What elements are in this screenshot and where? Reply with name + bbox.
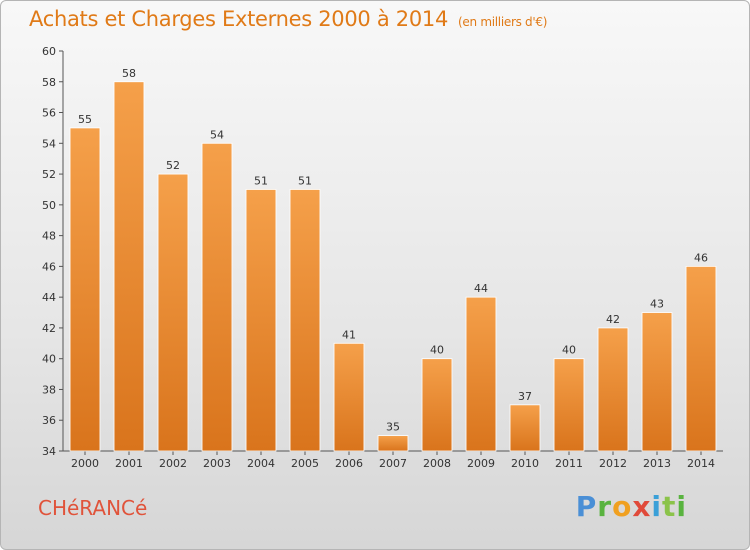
bar bbox=[641, 312, 673, 452]
bar bbox=[509, 404, 541, 452]
x-tick-label: 2003 bbox=[203, 457, 231, 470]
bar bbox=[377, 435, 409, 452]
brand-logo: Proxiti bbox=[576, 490, 687, 523]
y-tick-label: 46 bbox=[42, 260, 56, 273]
y-tick-label: 50 bbox=[42, 199, 56, 212]
bar bbox=[245, 189, 277, 452]
brand-letter: i bbox=[676, 490, 687, 523]
brand-letter: x bbox=[632, 490, 652, 523]
bar-value-label: 54 bbox=[210, 128, 224, 141]
brand-letter: r bbox=[597, 490, 613, 523]
bar-value-label: 40 bbox=[562, 344, 576, 357]
bar-value-label: 58 bbox=[122, 67, 136, 80]
bar bbox=[333, 342, 365, 452]
brand-letter: t bbox=[662, 490, 677, 523]
brand-letter: i bbox=[651, 490, 662, 523]
y-tick-label: 52 bbox=[42, 168, 56, 181]
bar bbox=[201, 142, 233, 452]
bar bbox=[69, 127, 101, 452]
x-tick-label: 2002 bbox=[159, 457, 187, 470]
y-tick-label: 56 bbox=[42, 107, 56, 120]
bar-value-label: 55 bbox=[78, 113, 92, 126]
x-tick-label: 2000 bbox=[71, 457, 99, 470]
bar-value-label: 51 bbox=[254, 174, 268, 187]
commune-name: CHéRANCé bbox=[38, 496, 148, 520]
y-tick-label: 60 bbox=[42, 45, 56, 58]
x-tick-label: 2001 bbox=[115, 457, 143, 470]
x-tick-label: 2011 bbox=[555, 457, 583, 470]
brand-letter: P bbox=[575, 490, 598, 523]
bar bbox=[465, 296, 497, 452]
brand-letter: o bbox=[612, 490, 633, 523]
bar bbox=[289, 189, 321, 452]
bar-value-label: 52 bbox=[166, 159, 180, 172]
x-tick-label: 2010 bbox=[511, 457, 539, 470]
x-tick-label: 2005 bbox=[291, 457, 319, 470]
bar-value-label: 41 bbox=[342, 328, 356, 341]
bar-value-label: 35 bbox=[386, 421, 400, 434]
chart-subtitle: (en milliers d'€) bbox=[458, 15, 548, 29]
chart-bars bbox=[69, 81, 717, 452]
y-tick-label: 34 bbox=[42, 445, 56, 458]
y-tick-label: 36 bbox=[42, 414, 56, 427]
y-tick-label: 44 bbox=[42, 291, 56, 304]
y-tick-label: 38 bbox=[42, 383, 56, 396]
bar-value-label: 43 bbox=[650, 298, 664, 311]
bar bbox=[685, 265, 717, 452]
x-tick-label: 2008 bbox=[423, 457, 451, 470]
chart-title-text: Achats et Charges Externes 2000 à 2014 bbox=[29, 7, 449, 31]
bar-value-label: 44 bbox=[474, 282, 488, 295]
y-tick-label: 42 bbox=[42, 322, 56, 335]
y-tick-label: 48 bbox=[42, 230, 56, 243]
bar-value-label: 40 bbox=[430, 344, 444, 357]
bar-value-label: 42 bbox=[606, 313, 620, 326]
bar bbox=[421, 358, 453, 452]
x-tick-label: 2004 bbox=[247, 457, 275, 470]
x-tick-label: 2012 bbox=[599, 457, 627, 470]
x-tick-label: 2013 bbox=[643, 457, 671, 470]
bar bbox=[597, 327, 629, 452]
x-tick-label: 2014 bbox=[687, 457, 715, 470]
chart-labels: 55 2000 58 2001 52 2002 54 2003 51 2004 51 2005 41 20… bbox=[71, 67, 715, 470]
bar-value-label: 37 bbox=[518, 390, 532, 403]
bar bbox=[553, 358, 585, 452]
x-tick-label: 2009 bbox=[467, 457, 495, 470]
x-tick-label: 2006 bbox=[335, 457, 363, 470]
chart-title: Achats et Charges Externes 2000 à 2014 (e… bbox=[29, 7, 547, 31]
bar bbox=[157, 173, 189, 452]
y-tick-label: 58 bbox=[42, 76, 56, 89]
chart-axes: 34 36 38 40 42 44 46 48 50 52 54 56 58 60 bbox=[42, 45, 723, 458]
y-tick-label: 40 bbox=[42, 353, 56, 366]
bar bbox=[113, 81, 145, 452]
bar-value-label: 46 bbox=[694, 251, 708, 264]
bar-value-label: 51 bbox=[298, 174, 312, 187]
y-tick-label: 54 bbox=[42, 137, 56, 150]
x-tick-label: 2007 bbox=[379, 457, 407, 470]
